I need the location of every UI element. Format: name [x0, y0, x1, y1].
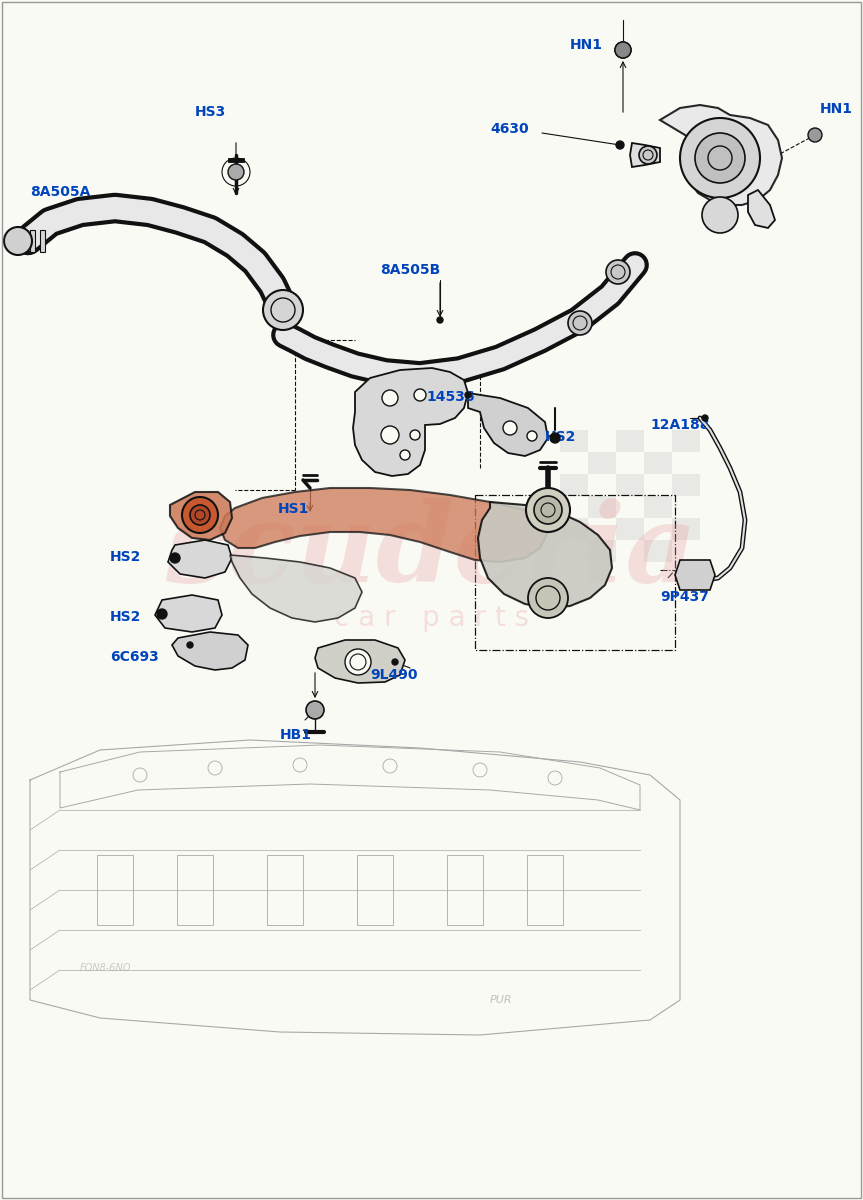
Circle shape — [381, 426, 399, 444]
Circle shape — [157, 608, 167, 619]
Circle shape — [526, 488, 570, 532]
Text: HS2: HS2 — [545, 430, 576, 444]
Bar — [588, 496, 616, 518]
Bar — [588, 452, 616, 474]
Bar — [672, 430, 700, 452]
Circle shape — [400, 450, 410, 460]
Text: c a r   p a r t s: c a r p a r t s — [334, 604, 529, 632]
Circle shape — [392, 659, 398, 665]
Circle shape — [4, 227, 32, 254]
Circle shape — [382, 390, 398, 406]
Text: PUR: PUR — [490, 995, 513, 1006]
Text: HS2: HS2 — [110, 550, 142, 564]
Bar — [560, 518, 588, 540]
Bar — [177, 854, 213, 925]
Text: FON8-6NO: FON8-6NO — [80, 962, 131, 973]
Polygon shape — [172, 632, 248, 670]
Bar — [588, 540, 616, 562]
Circle shape — [503, 421, 517, 434]
Text: HN1: HN1 — [570, 38, 603, 52]
Circle shape — [187, 642, 193, 648]
Text: HS3: HS3 — [195, 104, 226, 119]
Polygon shape — [220, 488, 548, 562]
Polygon shape — [478, 502, 612, 608]
Text: HN1: HN1 — [820, 102, 853, 116]
Circle shape — [615, 42, 631, 58]
Bar — [560, 430, 588, 452]
Bar — [267, 854, 303, 925]
Bar — [447, 854, 483, 925]
Bar — [616, 430, 644, 452]
Text: 4630: 4630 — [490, 122, 529, 136]
Polygon shape — [748, 190, 775, 228]
Text: 8A505B: 8A505B — [380, 263, 440, 277]
Circle shape — [228, 164, 244, 180]
Bar — [20, 230, 25, 252]
Bar — [672, 474, 700, 496]
Text: HS2: HS2 — [110, 610, 142, 624]
Polygon shape — [170, 492, 232, 540]
Bar — [527, 854, 563, 925]
Circle shape — [808, 128, 822, 142]
Bar — [644, 540, 672, 562]
Circle shape — [306, 701, 324, 719]
Bar — [616, 474, 644, 496]
Text: 8A505A: 8A505A — [30, 185, 91, 199]
Circle shape — [616, 140, 624, 149]
Circle shape — [680, 118, 760, 198]
Circle shape — [170, 553, 180, 563]
Circle shape — [550, 433, 560, 443]
Circle shape — [190, 505, 210, 526]
Text: 9L490: 9L490 — [370, 668, 418, 682]
Text: 14536: 14536 — [426, 390, 475, 404]
Polygon shape — [468, 392, 548, 456]
Polygon shape — [630, 143, 660, 167]
Bar — [357, 854, 393, 925]
Circle shape — [568, 311, 592, 335]
Bar — [30, 230, 35, 252]
Circle shape — [702, 197, 738, 233]
Text: 12A188: 12A188 — [650, 418, 709, 432]
Polygon shape — [353, 368, 468, 476]
Polygon shape — [155, 595, 222, 632]
Circle shape — [534, 496, 562, 524]
Text: HB1: HB1 — [280, 728, 312, 742]
Bar — [644, 496, 672, 518]
Circle shape — [263, 290, 303, 330]
Text: HS1: HS1 — [278, 502, 309, 516]
Polygon shape — [660, 104, 782, 205]
Polygon shape — [230, 554, 362, 622]
Bar — [672, 518, 700, 540]
Circle shape — [465, 392, 471, 398]
Bar — [560, 474, 588, 496]
Polygon shape — [315, 640, 405, 683]
Circle shape — [527, 431, 537, 440]
Bar — [97, 854, 133, 925]
Circle shape — [606, 260, 630, 284]
Bar — [475, 494, 675, 650]
Circle shape — [528, 578, 568, 618]
Circle shape — [437, 317, 443, 323]
Circle shape — [410, 430, 420, 440]
Circle shape — [345, 649, 371, 674]
Text: 6C693: 6C693 — [110, 650, 159, 664]
Bar — [616, 518, 644, 540]
Circle shape — [695, 133, 745, 182]
Circle shape — [414, 389, 426, 401]
Circle shape — [639, 146, 657, 164]
Circle shape — [702, 415, 708, 421]
Text: 9P437: 9P437 — [660, 590, 709, 604]
Polygon shape — [675, 560, 715, 590]
Circle shape — [182, 497, 218, 533]
Text: scuderia: scuderia — [166, 498, 697, 606]
Bar — [644, 452, 672, 474]
Polygon shape — [168, 540, 232, 578]
Bar — [40, 230, 45, 252]
